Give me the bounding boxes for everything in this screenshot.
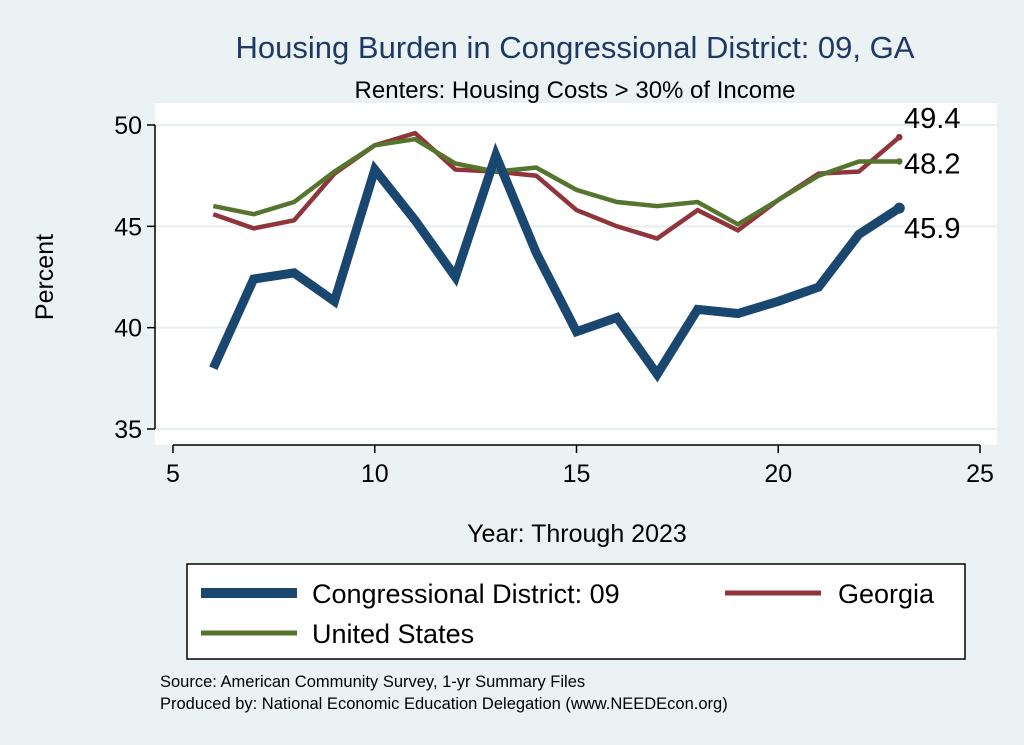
- series-line-congressional-district-09: [209, 142, 902, 383]
- produced-by-note: Produced by: National Economic Education…: [160, 695, 728, 713]
- legend: Congressional District: 09 Georgia Unite…: [186, 563, 966, 660]
- x-axis-label: Year: Through 2023: [467, 520, 687, 548]
- legend-label-congressional-district: Congressional District: 09: [312, 579, 620, 609]
- x-tick-label: 10: [361, 460, 389, 488]
- chart-subtitle: Renters: Housing Costs > 30% of Income: [355, 77, 796, 104]
- y-axis-label: Percent: [31, 234, 59, 320]
- y-tick-label: 35: [114, 416, 142, 444]
- end-value-label: 48.2: [904, 148, 960, 180]
- series-end-point: [893, 202, 905, 214]
- y-tick-label: 45: [114, 213, 142, 241]
- x-tick-label: 5: [166, 460, 180, 488]
- end-labels: 45.9 49.4 48.2: [904, 103, 960, 245]
- series-line-united-states: [212, 136, 900, 227]
- end-value-label: 45.9: [904, 213, 960, 245]
- chart-title: Housing Burden in Congressional District…: [236, 30, 915, 65]
- legend-box: [186, 563, 966, 660]
- grid-lines: [155, 124, 997, 430]
- source-note: Source: American Community Survey, 1-yr …: [160, 673, 585, 691]
- x-tick-label: 20: [764, 460, 792, 488]
- x-tick-label: 25: [966, 460, 994, 488]
- series-end-point: [896, 133, 903, 141]
- series-lines: [209, 130, 905, 383]
- x-tick-label: 15: [563, 460, 591, 488]
- y-tick-label: 50: [114, 112, 142, 140]
- axes: 35 40 45 50 5 10 15 20 25: [114, 112, 994, 488]
- end-value-label: 49.4: [904, 103, 960, 135]
- series-end-point: [896, 158, 903, 165]
- legend-label-georgia: Georgia: [838, 579, 935, 609]
- y-tick-label: 40: [114, 315, 142, 343]
- legend-label-united-states: United States: [312, 619, 474, 649]
